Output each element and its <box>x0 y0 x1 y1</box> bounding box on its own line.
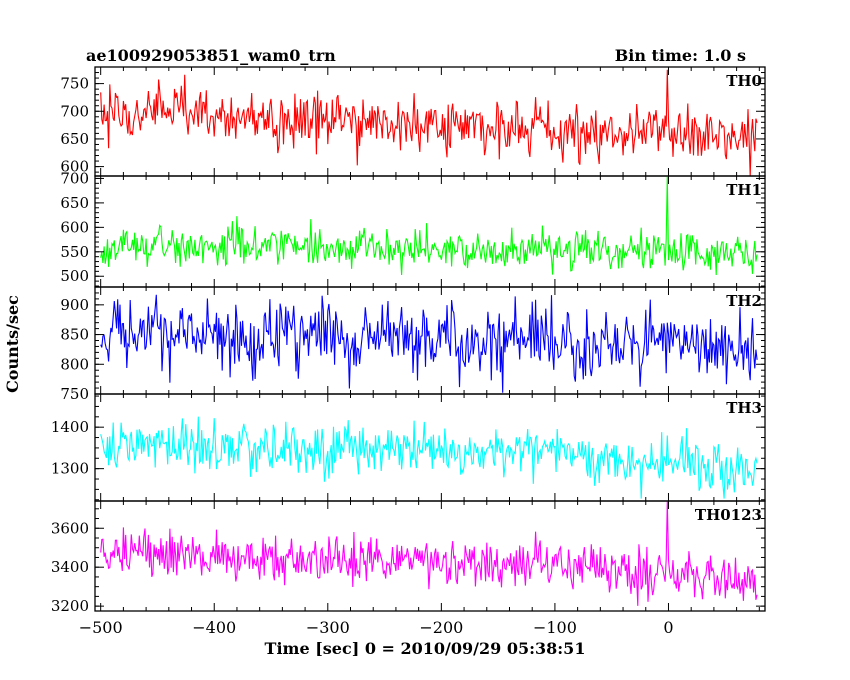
x-tick-label: −500 <box>79 618 123 637</box>
y-tick-label: 500 <box>60 267 89 285</box>
panel-th0: 600 650 700 750 TH0 <box>60 66 766 177</box>
y-tick-label: 600 <box>60 158 89 176</box>
y-tick-label: 750 <box>60 385 89 403</box>
y-axis-label: Counts/sec <box>3 295 22 393</box>
y-tick-label: 850 <box>60 326 89 344</box>
y-tick-label: 700 <box>60 169 89 187</box>
y-tick-label: 700 <box>60 102 89 120</box>
x-tick-label: −100 <box>533 618 577 637</box>
y-tick-label: 900 <box>60 296 89 314</box>
series-label-th1: TH1 <box>726 181 762 199</box>
x-tick-label: −300 <box>306 618 350 637</box>
x-axis: −500 −400 −300 −200 −100 0 <box>79 618 674 637</box>
y-tick-label: 750 <box>60 75 89 93</box>
y-tick-label: 800 <box>60 355 89 373</box>
y-tick-label: 650 <box>60 194 89 212</box>
series-line-th3 <box>100 416 758 499</box>
series-line-th2 <box>100 294 758 393</box>
series-label-th0: TH0 <box>726 72 762 90</box>
y-tick-label: 3600 <box>51 519 89 537</box>
panel-frame <box>94 175 766 288</box>
observation-id-title: ae100929053851_wam0_trn <box>86 46 336 65</box>
panels-group: 600 650 700 750 TH0 500 550 600 650 700 TH1 750 800 8… <box>51 66 766 615</box>
panel-th2: 750 800 850 900 TH2 <box>60 286 766 403</box>
x-tick-label: −200 <box>419 618 463 637</box>
series-label-th0123: TH0123 <box>695 506 762 524</box>
y-tick-label: 1400 <box>51 418 89 436</box>
panel-th1: 500 550 600 650 700 TH1 <box>60 169 766 288</box>
x-tick-label: −400 <box>192 618 236 637</box>
y-tick-label: 550 <box>60 243 89 261</box>
x-axis-label: Time [sec] 0 = 2010/09/29 05:38:51 <box>265 639 586 658</box>
series-line-th0123 <box>100 501 758 606</box>
series-label-th3: TH3 <box>726 399 762 417</box>
series-line-th1 <box>100 176 758 276</box>
y-tick-label: 3400 <box>51 558 89 576</box>
y-tick-label: 600 <box>60 218 89 236</box>
y-tick-label: 3200 <box>51 597 89 615</box>
y-tick-label: 650 <box>60 130 89 148</box>
bin-time-label: Bin time: 1.0 s <box>615 46 746 65</box>
panel-th0123: 3200 3400 3600 TH0123 <box>51 500 766 615</box>
panel-frame <box>94 500 766 612</box>
series-line-th0 <box>100 69 758 176</box>
y-tick-label: 1300 <box>51 460 89 478</box>
panel-th3: 1300 1400 TH3 <box>51 393 766 502</box>
x-tick-label: 0 <box>663 618 673 637</box>
series-label-th2: TH2 <box>726 292 762 310</box>
